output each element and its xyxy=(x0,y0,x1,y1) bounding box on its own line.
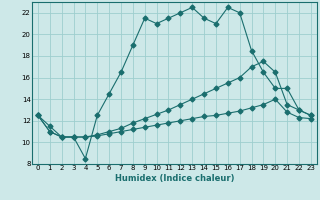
X-axis label: Humidex (Indice chaleur): Humidex (Indice chaleur) xyxy=(115,174,234,183)
